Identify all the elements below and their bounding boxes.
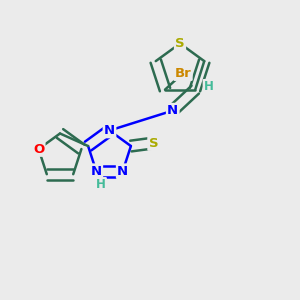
Text: N: N	[117, 165, 128, 178]
Text: O: O	[33, 142, 44, 155]
Text: N: N	[167, 104, 178, 117]
Text: H: H	[204, 80, 214, 93]
Text: S: S	[175, 37, 185, 50]
Text: N: N	[91, 165, 102, 178]
Text: H: H	[96, 178, 106, 191]
Text: N: N	[104, 124, 115, 137]
Text: Br: Br	[175, 67, 191, 80]
Text: S: S	[148, 136, 158, 149]
